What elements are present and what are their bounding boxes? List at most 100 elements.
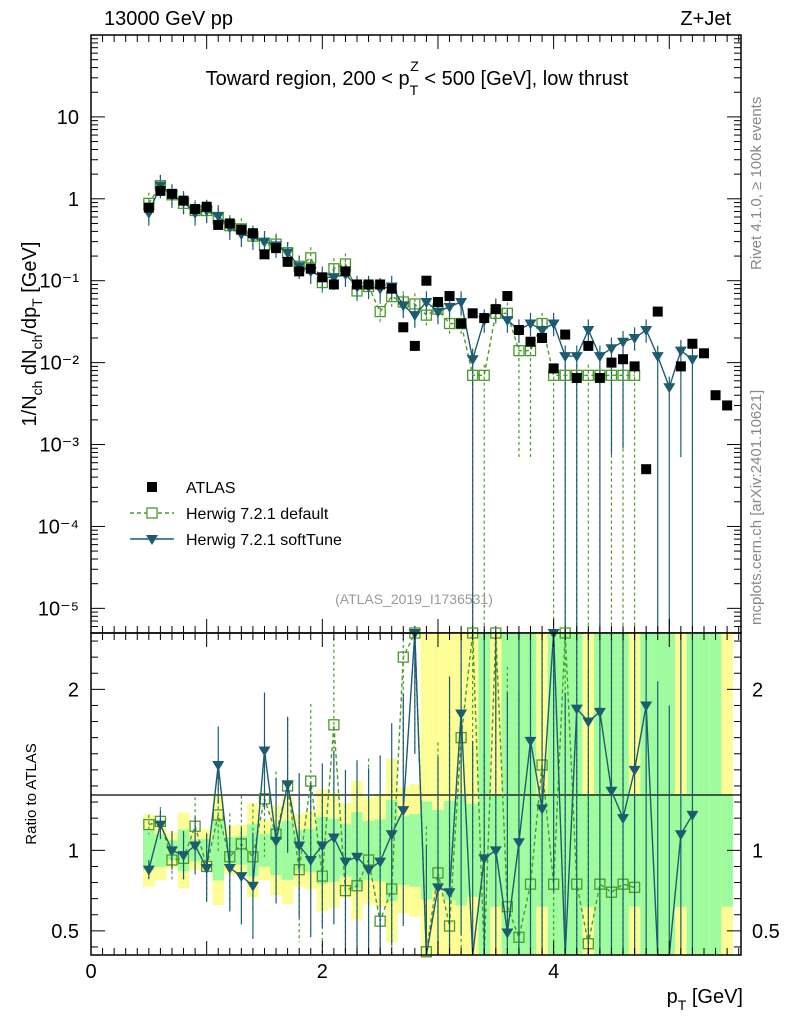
lower-ylabel: Ratio to ATLAS: [23, 743, 40, 844]
upper-marks: [142, 179, 733, 475]
ratio-softtune-point: [582, 717, 595, 728]
atlas-point: [190, 204, 201, 215]
ratio-softtune-point: [270, 836, 283, 847]
default-point: [305, 252, 317, 264]
atlas-point: [328, 279, 339, 290]
x-tick-label: 4: [548, 961, 559, 983]
atlas-point: [560, 329, 571, 340]
header: 13000 GeV pp Z+Jet Rivet 4.1.0, ≥ 100k e…: [104, 8, 765, 625]
stat-band: [709, 633, 722, 955]
atlas-point: [537, 332, 548, 343]
atlas-point: [294, 266, 305, 277]
atlas-point: [143, 202, 154, 213]
ratio-default-point: [328, 719, 340, 731]
atlas-point: [317, 272, 328, 283]
default-point: [559, 369, 571, 381]
atlas-point: [652, 306, 663, 317]
ylabel-c: /dp: [19, 307, 41, 335]
softtune-point: [559, 352, 572, 363]
y-tick-label: 10⁻²: [40, 353, 80, 375]
ratio-softtune-point: [304, 856, 317, 867]
softtune-point: [455, 297, 468, 308]
y-tick-label: 10⁻⁴: [38, 516, 79, 538]
upper-error-bars: [148, 174, 694, 633]
atlas-point: [594, 372, 605, 383]
atlas-point: [271, 243, 282, 254]
ratio-softtune-point: [362, 865, 375, 876]
ratio-softtune-point: [385, 830, 398, 841]
softtune-point: [408, 311, 421, 322]
softtune-point: [443, 302, 456, 313]
atlas-point: [224, 218, 235, 229]
ratio-softtune-point: [212, 761, 225, 772]
y-tick-label: 1: [68, 189, 79, 211]
atlas-point: [282, 256, 293, 267]
atlas-point: [606, 357, 617, 368]
ratio-softtune-point: [501, 928, 514, 939]
atlas-point: [236, 224, 247, 235]
default-point: [374, 305, 386, 318]
softtune-point: [674, 346, 687, 357]
atlas-point: [525, 336, 536, 347]
ratio-y-tick-label-left: 0.5: [51, 921, 79, 943]
stat-band: [143, 830, 155, 871]
atlas-point: [259, 249, 270, 260]
atlas-point: [340, 266, 351, 277]
atlas-point: [687, 338, 698, 349]
softtune-point: [593, 352, 606, 363]
ratio-softtune-point: [142, 865, 155, 876]
softtune-point: [327, 273, 340, 284]
atlas-point: [548, 363, 559, 374]
softtune-point: [663, 383, 676, 394]
ylabel-sub-ch1: ch: [29, 381, 45, 396]
y-tick-label: 10⁻³: [40, 435, 80, 457]
ratio-softtune-point: [327, 833, 340, 844]
softtune-point: [640, 326, 653, 337]
header-right: Z+Jet: [680, 8, 731, 30]
softtune-point: [605, 344, 618, 355]
ratio-softtune-point: [165, 846, 178, 857]
default-point: [617, 369, 629, 381]
ylabel-sub-ch2: ch: [29, 335, 45, 350]
upper-title: Toward region, 200 < pTZ < 500 [GeV], lo…: [206, 58, 629, 98]
atlas-point: [398, 322, 409, 333]
ratio-softtune-point: [443, 888, 456, 899]
softtune-point: [536, 326, 549, 337]
atlas-point: [641, 464, 652, 475]
softtune-point: [420, 297, 433, 308]
softtune-point: [651, 352, 664, 363]
ratio-softtune-point: [686, 810, 699, 821]
ratio-y-tick-label-left: 1: [68, 840, 79, 862]
ratio-y-tick-label-right: 2: [752, 679, 763, 701]
ratio-y-tick-label-left: 2: [68, 679, 79, 701]
ratio-softtune-point: [189, 841, 202, 852]
atlas-point: [490, 304, 501, 315]
softtune-point: [466, 355, 479, 366]
ratio-softtune-point: [281, 780, 294, 791]
atlas-point: [421, 275, 432, 286]
atlas-point: [363, 279, 374, 290]
ratio-softtune-point: [374, 857, 387, 868]
softtune-point: [258, 237, 271, 248]
legend-default-marker: [146, 507, 158, 519]
ratio-softtune-point: [431, 883, 444, 894]
x-tick-label: 2: [317, 961, 328, 983]
ratio-softtune-point: [258, 746, 271, 757]
lower-frame: [90, 632, 742, 956]
softtune-point: [501, 316, 514, 327]
legend-softtune-marker: [146, 535, 158, 545]
ratio-softtune-point: [235, 872, 248, 883]
atlas-point: [178, 195, 189, 206]
ratio-softtune-point: [316, 841, 329, 852]
atlas-point: [571, 372, 582, 383]
analysis-label: (ATLAS_2019_I1736531): [335, 591, 493, 607]
ylabel-b: dN: [19, 349, 41, 380]
title-part-2: < 500 [GeV], low thrust: [419, 68, 629, 90]
title-sub-t: T: [410, 82, 419, 98]
side-label-bottom: mcplots.cern.ch [arXiv:2401.10621]: [748, 390, 765, 625]
softtune-point: [582, 326, 595, 337]
ratio-softtune-point: [351, 852, 364, 863]
ratio-softtune-point: [536, 804, 549, 815]
xlabel-unit: [GeV]: [686, 986, 743, 1008]
title-part-1: Toward region, 200 < p: [206, 68, 410, 90]
